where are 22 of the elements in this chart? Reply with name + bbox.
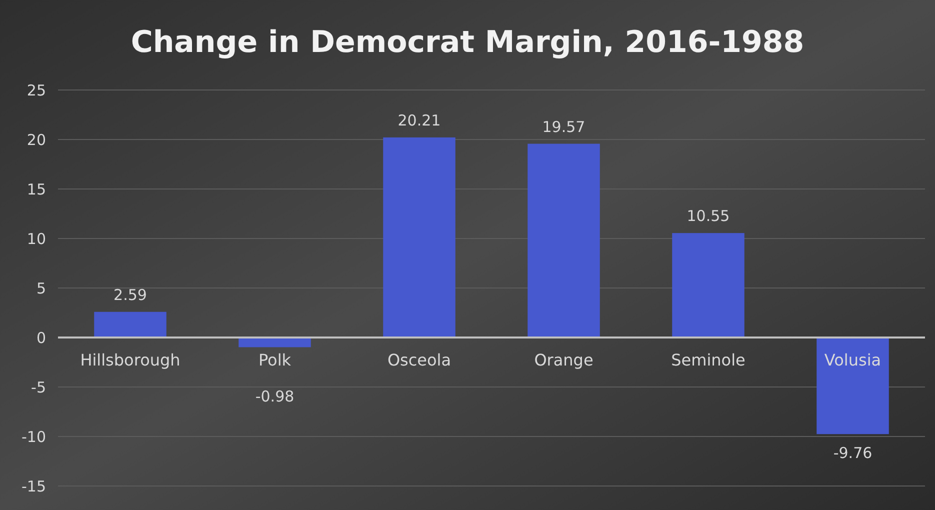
- data-label: 19.57: [542, 118, 586, 136]
- y-tick-label: -10: [22, 428, 46, 446]
- y-tick-label: -5: [31, 378, 46, 396]
- y-tick-label: 10: [26, 230, 46, 248]
- x-tick-label: Orange: [534, 350, 594, 370]
- y-tick-label: 5: [36, 279, 46, 298]
- x-tick-label: Volusia: [824, 350, 882, 370]
- data-label: -9.76: [833, 444, 872, 462]
- data-label: 20.21: [398, 111, 441, 130]
- x-tick-label: Seminole: [671, 350, 746, 370]
- y-tick-label: 20: [26, 130, 46, 149]
- x-tick-label: Polk: [258, 350, 292, 370]
- y-tick-label: 15: [26, 180, 46, 198]
- data-label: -0.98: [255, 388, 294, 406]
- data-label: 2.59: [114, 286, 147, 304]
- x-tick-label: Osceola: [387, 350, 452, 370]
- y-tick-label: 0: [36, 328, 46, 347]
- chart-title: Change in Democrat Margin, 2016-1988: [130, 25, 804, 60]
- x-tick-label: Hillsborough: [80, 350, 180, 370]
- y-tick-label: -15: [22, 477, 46, 496]
- y-tick-label: 25: [26, 81, 46, 100]
- data-label: 10.55: [686, 207, 730, 226]
